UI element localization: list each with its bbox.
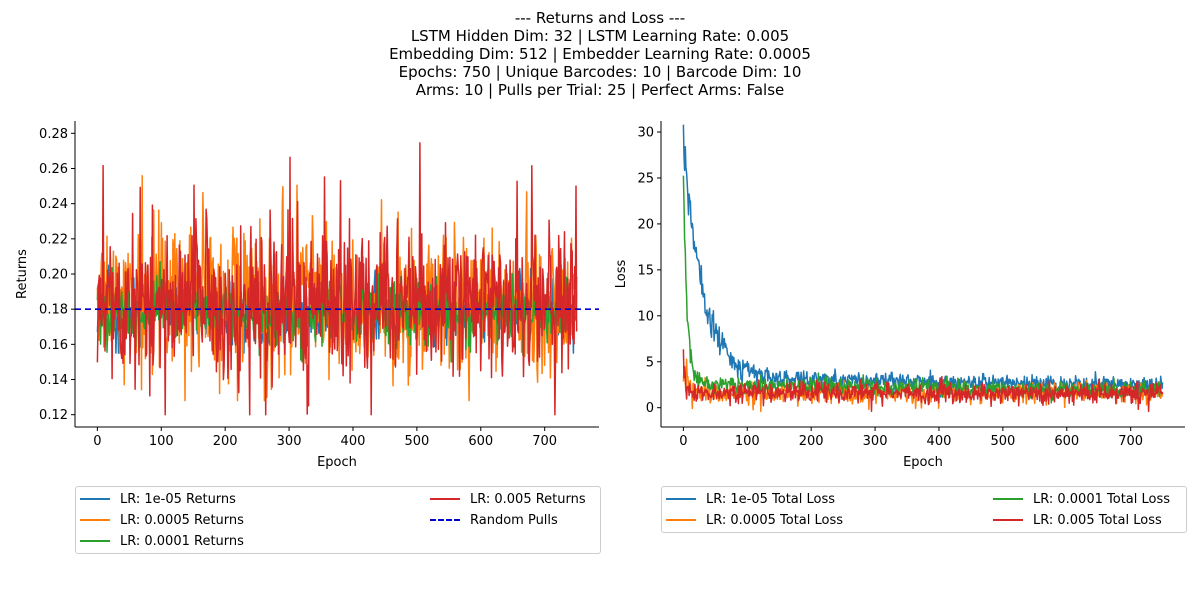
x-tick-label: 0 [93, 434, 101, 449]
legend-item: LR: 0.0005 Total Loss [666, 511, 843, 529]
legend-swatch [666, 498, 696, 500]
y-tick-label: 15 [637, 263, 654, 278]
y-tick-label: 0.24 [39, 197, 68, 212]
legend-item: LR: 0.0001 Returns [80, 532, 244, 550]
legend-item: LR: 1e-05 Total Loss [666, 490, 835, 508]
legend-swatch [666, 519, 696, 521]
legend-label: LR: 1e-05 Total Loss [706, 491, 836, 507]
y-tick-label: 5 [646, 355, 654, 370]
x-tick-label: 500 [404, 434, 429, 449]
y-tick-label: 10 [637, 309, 654, 324]
x-tick-label: 200 [213, 434, 238, 449]
x-tick-label: 300 [277, 434, 302, 449]
legend-swatch [430, 498, 460, 500]
legend-swatch [430, 519, 460, 521]
x-axis-label: Epoch [903, 455, 943, 470]
chart-loss: 0 100 200 300 400 500 600 700 0 5 10 15 20 25 30 Epoch L… [614, 121, 1185, 470]
legend-item: LR: 1e-05 Returns [80, 490, 236, 508]
loss-legend: LR: 1e-05 Total Loss LR: 0.0005 Total Los… [661, 486, 1187, 533]
x-tick-label: 200 [799, 434, 824, 449]
y-axis-label: Returns [15, 249, 30, 299]
x-tick-label: 100 [149, 434, 174, 449]
title-line-4: Epochs: 750 | Unique Barcodes: 10 | Barc… [398, 63, 802, 81]
chart-returns: 0 100 200 300 400 500 600 700 0.12 0.14 0.16 0.18 0.… [15, 121, 599, 470]
legend-label: LR: 1e-05 Returns [120, 491, 236, 507]
x-tick-label: 600 [1054, 434, 1079, 449]
y-tick-label: 0.22 [39, 232, 68, 247]
x-axis-label: Epoch [317, 455, 357, 470]
series-line-3 [682, 349, 1164, 413]
x-tick-label: 600 [468, 434, 493, 449]
x-tick-label: 400 [927, 434, 952, 449]
legend-item: LR: 0.0005 Returns [80, 511, 244, 529]
legend-item: LR: 0.0001 Total Loss [993, 490, 1170, 508]
legend-label: LR: 0.0001 Total Loss [1033, 491, 1171, 507]
legend-item: LR: 0.005 Returns [430, 490, 586, 508]
legend-label: Random Pulls [470, 512, 558, 528]
legend-swatch [80, 540, 110, 542]
y-tick-label: 0.20 [39, 268, 68, 283]
legend-label: LR: 0.005 Returns [470, 491, 586, 507]
legend-label: LR: 0.0005 Returns [120, 512, 244, 528]
legend-swatch [80, 519, 110, 521]
y-tick-label: 20 [637, 217, 654, 232]
series-line-3 [96, 142, 578, 416]
legend-label: LR: 0.0005 Total Loss [706, 512, 844, 528]
y-tick-label: 0.26 [39, 162, 68, 177]
series-line-0 [682, 124, 1164, 398]
legend-swatch [80, 498, 110, 500]
x-tick-label: 700 [532, 434, 557, 449]
y-tick-label: 0.16 [39, 338, 68, 353]
title-line-1: --- Returns and Loss --- [514, 9, 686, 27]
legend-item: Random Pulls [430, 511, 558, 529]
x-tick-label: 700 [1118, 434, 1143, 449]
title-line-5: Arms: 10 | Pulls per Trial: 25 | Perfect… [415, 81, 785, 99]
x-tick-label: 0 [679, 434, 687, 449]
x-tick-label: 300 [863, 434, 888, 449]
y-tick-label: 0.28 [39, 127, 68, 142]
y-tick-label: 0.12 [39, 408, 68, 423]
series-line-2 [682, 175, 1163, 404]
title-line-3: Embedding Dim: 512 | Embedder Learning R… [389, 45, 811, 63]
title-line-2: LSTM Hidden Dim: 32 | LSTM Learning Rate… [410, 27, 790, 45]
legend-label: LR: 0.0001 Returns [120, 533, 244, 549]
y-tick-label: 0 [646, 401, 654, 416]
x-tick-label: 500 [990, 434, 1015, 449]
y-tick-label: 0.18 [39, 303, 68, 318]
legend-item: LR: 0.005 Total Loss [993, 511, 1162, 529]
returns-legend: LR: 1e-05 Returns LR: 0.0005 Returns LR: 0… [75, 486, 601, 554]
legend-swatch [993, 498, 1023, 500]
y-tick-label: 30 [637, 126, 654, 141]
y-tick-label: 0.14 [39, 373, 68, 388]
x-tick-label: 100 [735, 434, 760, 449]
legend-label: LR: 0.005 Total Loss [1033, 512, 1162, 528]
y-axis-label: Loss [614, 260, 629, 289]
y-tick-label: 25 [637, 171, 654, 186]
x-tick-label: 400 [341, 434, 366, 449]
legend-swatch [993, 519, 1023, 521]
